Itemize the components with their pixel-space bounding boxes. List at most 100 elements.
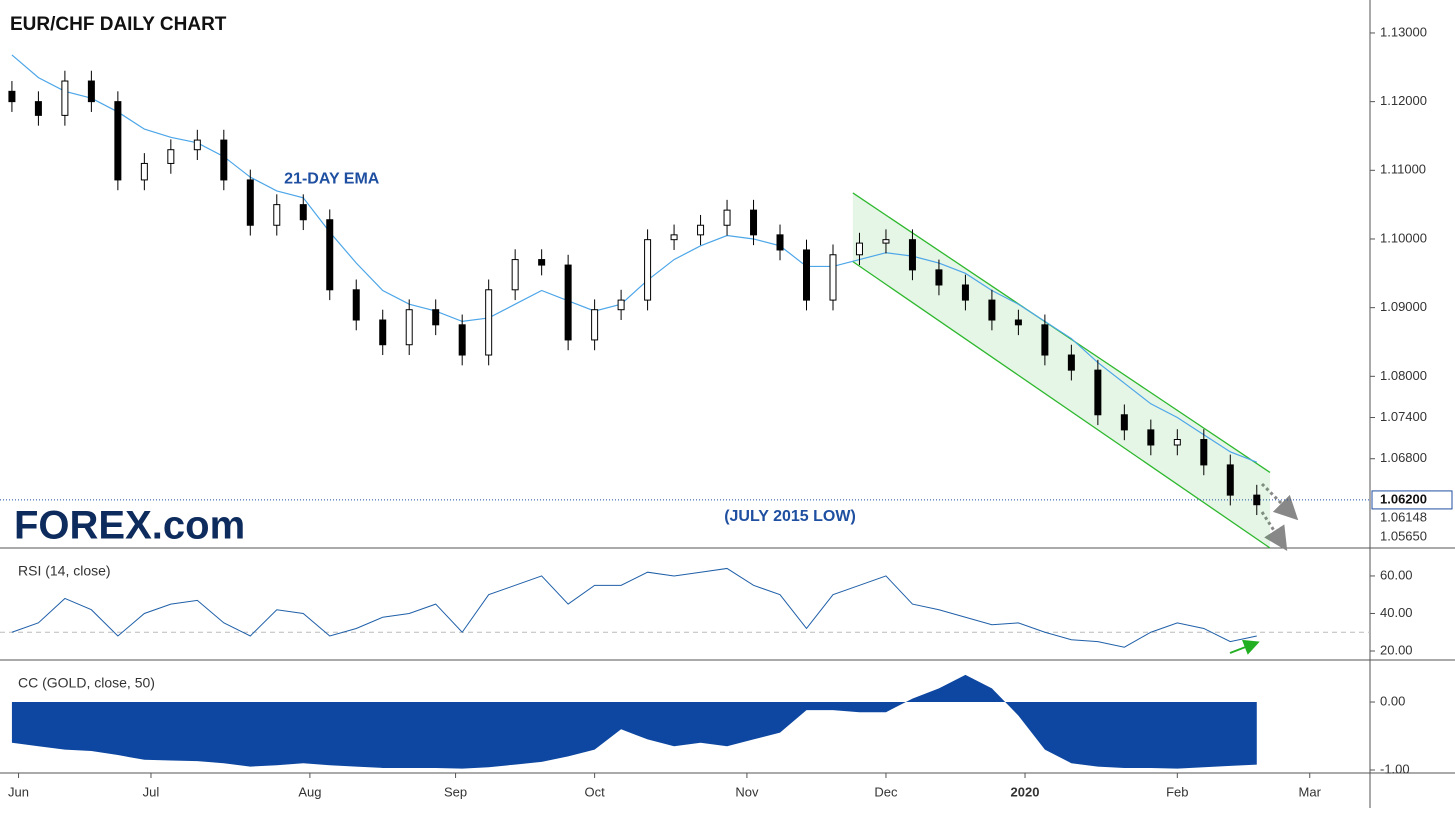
candle-body: [114, 101, 122, 181]
y-tick-label: 60.00: [1380, 567, 1413, 582]
candle: [458, 314, 466, 366]
candle-body: [564, 264, 572, 341]
candle-body: [140, 162, 148, 181]
candle: [299, 194, 307, 231]
candle: [87, 70, 95, 112]
candle-body: [405, 309, 413, 346]
candle: [326, 209, 334, 301]
x-tick-label: Oct: [584, 784, 605, 799]
candle: [1200, 429, 1208, 476]
x-tick-label: Mar: [1299, 784, 1322, 799]
candle-body: [697, 224, 705, 236]
candle-body: [326, 219, 334, 291]
y-tick-label: 1.06800: [1380, 450, 1427, 465]
candle-body: [1200, 438, 1208, 466]
candle: [114, 91, 122, 191]
candle: [220, 129, 228, 191]
candle-body: [220, 139, 228, 181]
candle-body: [458, 324, 466, 356]
candle: [697, 214, 705, 246]
ema-line: [11, 54, 1257, 463]
candle-body: [1147, 429, 1155, 446]
candle-body: [1094, 369, 1102, 416]
candle-body: [34, 101, 42, 116]
rsi-line: [11, 567, 1257, 648]
candle-body: [617, 299, 625, 311]
annotation: (JULY 2015 LOW): [724, 508, 856, 525]
candle: [8, 81, 16, 112]
candle-body: [908, 239, 916, 271]
candle-body: [935, 269, 943, 286]
candle-body: [591, 309, 599, 341]
y-tick-label: 40.00: [1380, 605, 1413, 620]
candle-body: [776, 234, 784, 251]
candle-body: [87, 80, 95, 103]
candle: [935, 259, 943, 296]
pane-title: CC (GOLD, close, 50): [18, 675, 155, 691]
candle: [564, 254, 572, 351]
candle-body: [61, 80, 69, 116]
y-tick-label: 1.07400: [1380, 409, 1427, 424]
candle-body: [1173, 438, 1181, 446]
candle-body: [670, 234, 678, 241]
channel-fill: [852, 192, 1271, 549]
candle: [1253, 484, 1261, 516]
candle: [1173, 429, 1181, 456]
candle: [379, 309, 387, 356]
x-tick-label: Jul: [143, 784, 160, 799]
candle-body: [882, 239, 890, 244]
candle: [273, 194, 281, 236]
candle: [405, 299, 413, 356]
candle-body: [352, 289, 360, 321]
candle: [882, 229, 890, 254]
candle: [1067, 344, 1075, 381]
candle: [1041, 314, 1049, 366]
candle: [591, 299, 599, 351]
candle-body: [193, 139, 201, 151]
candle-body: [1226, 464, 1234, 496]
channel-line: [852, 261, 1271, 549]
pane-title: RSI (14, close): [18, 563, 111, 579]
candle: [908, 229, 916, 281]
reference-label: 1.06200: [1380, 491, 1427, 506]
candle: [617, 289, 625, 321]
y-tick-label: 1.12000: [1380, 93, 1427, 108]
candle: [193, 129, 201, 161]
candle-body: [299, 204, 307, 221]
candle: [61, 70, 69, 126]
candle-body: [379, 319, 387, 346]
candle-body: [988, 299, 996, 321]
y-tick-label: 0.00: [1380, 693, 1405, 708]
reference-label-box: [1371, 490, 1453, 510]
y-tick-label: 1.09000: [1380, 299, 1427, 314]
candle: [750, 199, 758, 246]
chart-title: EUR/CHF DAILY CHART: [10, 14, 227, 35]
candle-body: [803, 249, 811, 301]
candle-body: [167, 149, 175, 164]
candle: [961, 274, 969, 311]
x-tick-label: Jun: [8, 784, 29, 799]
candle: [167, 139, 175, 174]
x-tick-label: Nov: [735, 784, 759, 799]
candle: [140, 153, 148, 191]
candle-body: [246, 179, 254, 226]
candle-body: [829, 254, 837, 301]
candle-body: [511, 259, 519, 291]
candle: [485, 279, 493, 366]
candle: [1226, 454, 1234, 506]
x-tick-label: Aug: [298, 784, 321, 799]
y-tick-label: 20.00: [1380, 642, 1413, 657]
candle: [644, 229, 652, 311]
logo: FOREX.com: [14, 504, 245, 548]
candle-body: [538, 259, 546, 266]
cc-area: [11, 674, 1257, 769]
candle-body: [723, 209, 731, 226]
y-tick-label: 1.11000: [1380, 162, 1426, 177]
x-tick-label: 2020: [1011, 784, 1040, 799]
candle: [34, 91, 42, 126]
candle: [511, 249, 519, 301]
x-tick-label: Sep: [444, 784, 467, 799]
candle: [246, 169, 254, 236]
candle-body: [855, 242, 863, 256]
